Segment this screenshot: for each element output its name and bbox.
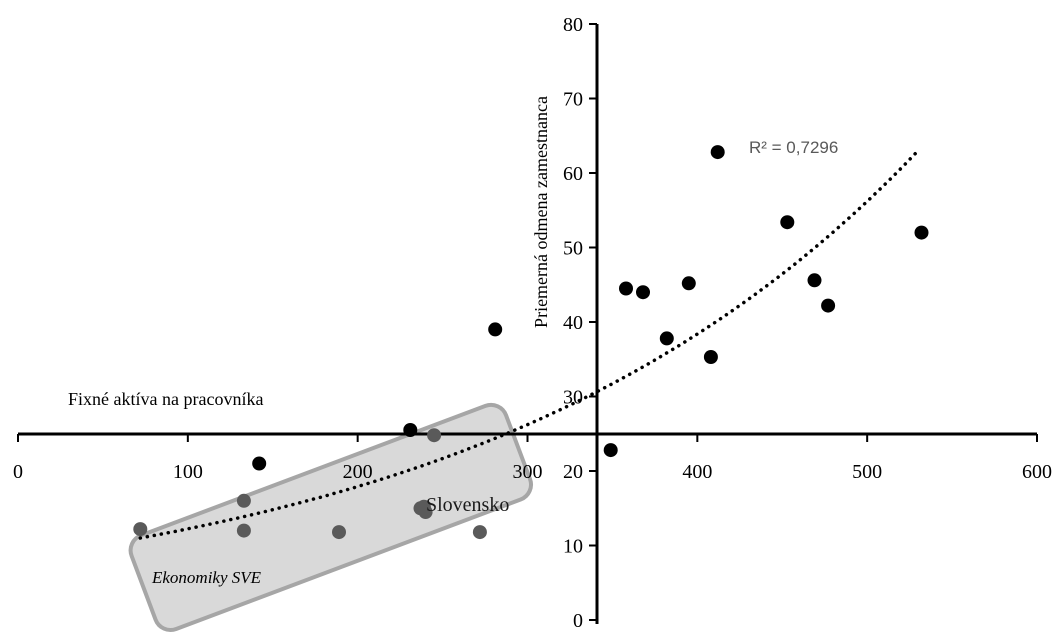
y-tick-label: 70 xyxy=(563,89,583,111)
x-tick-label: 400 xyxy=(682,461,712,483)
r-squared-label: R² = 0,7296 xyxy=(749,138,838,157)
data-point xyxy=(914,225,929,240)
data-point xyxy=(659,331,674,346)
y-axis-label: Priemerná odmena zamestnanca xyxy=(531,96,551,328)
x-axis-ticks: 0 100 200 300 400 500 600 xyxy=(13,434,1052,483)
y-tick-label: 80 xyxy=(563,14,583,36)
data-point xyxy=(807,273,822,288)
data-point xyxy=(636,285,650,300)
x-tick-label: 300 xyxy=(513,461,543,483)
x-tick-label: 200 xyxy=(343,461,373,483)
group-label: Ekonomiky SVE xyxy=(151,568,262,587)
y-tick-label: 0 xyxy=(573,610,583,632)
x-tick-label: 100 xyxy=(173,461,203,483)
data-point xyxy=(488,322,503,337)
y-tick-label: 20 xyxy=(563,461,583,483)
data-point-sve xyxy=(472,525,487,540)
x-tick-label: 600 xyxy=(1022,461,1052,483)
slovensko-label: Slovensko xyxy=(426,494,509,516)
data-points xyxy=(133,145,929,540)
data-point xyxy=(710,145,725,160)
data-point-sve xyxy=(418,505,433,519)
data-point-sve xyxy=(427,428,442,443)
data-point xyxy=(603,443,618,458)
data-point xyxy=(252,456,267,471)
y-tick-label: 30 xyxy=(563,387,583,409)
data-point-sve xyxy=(133,522,148,537)
x-tick-label: 500 xyxy=(852,461,882,483)
group-highlight-box xyxy=(128,402,534,632)
data-point xyxy=(403,423,418,437)
data-point-sve xyxy=(332,525,346,540)
trendline xyxy=(138,148,920,540)
y-axis-ticks: 0 10 20 30 40 50 60 70 80 xyxy=(563,14,597,632)
data-point xyxy=(780,215,795,230)
group-highlight-layer xyxy=(128,402,534,632)
data-point xyxy=(821,298,836,313)
data-point-sve xyxy=(236,493,251,508)
y-tick-label: 60 xyxy=(563,163,583,185)
data-point-sve xyxy=(236,523,251,538)
y-tick-label: 10 xyxy=(563,536,583,558)
y-tick-label: 50 xyxy=(563,238,583,260)
data-point xyxy=(703,350,718,364)
x-tick-label: 0 xyxy=(13,461,23,483)
data-point xyxy=(619,281,633,296)
data-point xyxy=(681,276,696,291)
y-tick-label: 40 xyxy=(563,312,583,334)
x-axis-label: Fixné aktíva na pracovníka xyxy=(68,389,263,409)
